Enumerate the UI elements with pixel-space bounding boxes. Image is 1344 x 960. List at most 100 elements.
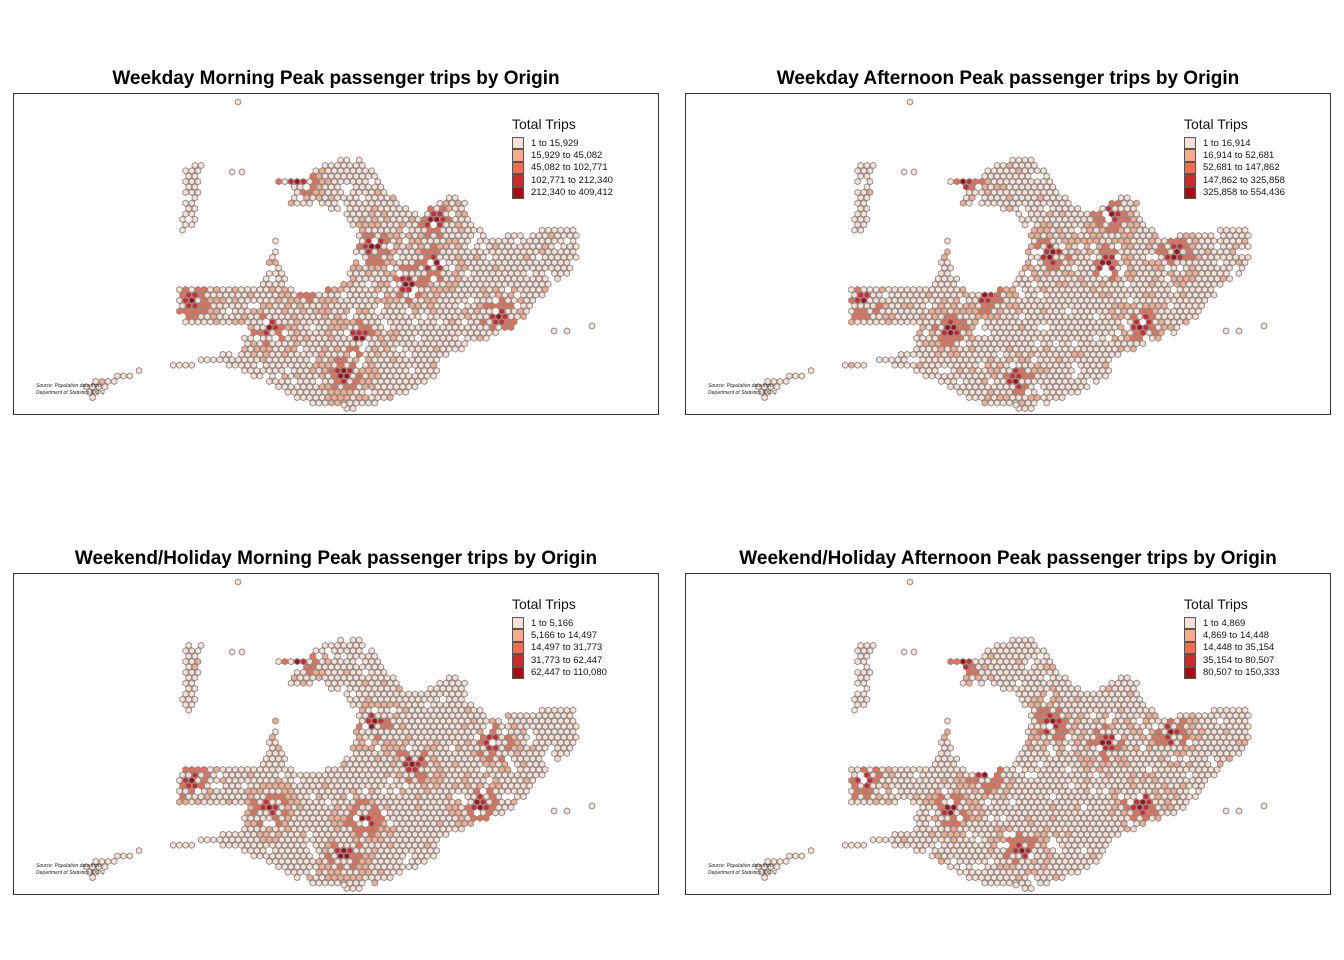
hexagon-cell xyxy=(489,792,496,801)
hexagon-cell xyxy=(1080,695,1088,704)
hexagon-cell xyxy=(377,323,385,332)
hexagon-cell xyxy=(1068,356,1075,364)
hexagon-cell xyxy=(343,863,350,871)
hexagon-cell xyxy=(383,836,391,844)
hexagon-cell xyxy=(340,771,347,779)
hexagon-cell xyxy=(393,339,400,348)
hexagon-cell xyxy=(1086,291,1094,299)
hexagon-cell xyxy=(501,738,509,747)
hexagon-cell xyxy=(247,356,254,364)
hexagon-cell xyxy=(201,765,208,774)
hexagon-cell xyxy=(393,711,400,720)
hexagon-cell xyxy=(566,242,574,251)
hexagon-cell xyxy=(1037,334,1044,342)
hexagon-cell xyxy=(1102,701,1109,709)
hexagon-cell xyxy=(393,372,400,380)
hexagon-cell xyxy=(266,771,273,779)
hexagon-cell xyxy=(337,841,344,849)
hexagon-cell xyxy=(281,307,288,315)
hexagon-cell xyxy=(526,717,533,725)
hexagon-cell xyxy=(377,356,385,364)
hexagon-cell xyxy=(848,285,855,294)
hexagon-cell xyxy=(418,744,425,752)
hexagon-cell xyxy=(1062,345,1069,353)
hexagon-cell xyxy=(374,711,381,720)
hexagon-cell xyxy=(1049,183,1057,191)
hexagon-cell xyxy=(1043,237,1050,245)
hexagon-cell xyxy=(418,285,425,294)
hexagon-cell xyxy=(935,765,942,774)
hexagon-cell xyxy=(436,722,443,731)
hexagon-cell xyxy=(944,291,951,299)
hexagon-cell xyxy=(1108,221,1115,229)
hexagon-cell xyxy=(380,722,388,731)
hexagon-cell xyxy=(253,814,261,822)
hexagon-cell xyxy=(1139,701,1146,709)
hexagon-cell xyxy=(182,787,189,795)
hexagon-cell xyxy=(442,318,450,326)
hexagon-cell xyxy=(511,231,518,240)
hexagon-cell xyxy=(1040,701,1047,709)
hexagon-cell xyxy=(944,345,951,353)
hexagon-cell xyxy=(1068,258,1075,267)
hexagon-cell xyxy=(331,361,338,369)
hexagon-cell xyxy=(266,760,273,768)
hexagon-cell xyxy=(281,798,288,806)
hexagon-cell xyxy=(452,706,459,714)
hexagon-cell xyxy=(278,356,285,364)
hexagon-cell xyxy=(290,803,298,812)
hexagon-cell xyxy=(480,296,487,305)
hexagon-cell xyxy=(176,798,183,806)
hexagon-cell xyxy=(854,765,861,774)
hexagon-cell xyxy=(371,663,378,671)
hexagon-cell xyxy=(414,215,422,224)
hexagon-cell xyxy=(990,679,998,687)
hexagon-cell xyxy=(278,846,285,855)
hexagon-cell xyxy=(1102,744,1109,752)
hexagon-cell xyxy=(269,798,276,806)
hexagon-cell xyxy=(433,728,440,736)
hexagon-cell xyxy=(439,825,447,833)
hexagon-cell xyxy=(445,312,453,321)
hexagon-cell xyxy=(176,307,183,315)
hexagon-cell xyxy=(362,372,369,380)
hexagon-cell xyxy=(374,863,381,871)
hexagon-cell xyxy=(1223,258,1230,267)
hexagon-cell xyxy=(359,771,366,779)
hexagon-cell xyxy=(993,356,1001,364)
hexagon-cell xyxy=(371,323,378,332)
hexagon-cell xyxy=(275,852,282,860)
hexagon-cell xyxy=(476,717,484,725)
hexagon-cell xyxy=(349,404,357,413)
hexagon-cell xyxy=(368,393,375,402)
source-line: Source: Population data from xyxy=(36,863,101,869)
hexagon-cell xyxy=(349,275,357,283)
hexagon-cell xyxy=(436,339,443,348)
hexagon-cell xyxy=(399,275,406,283)
hexagon-cell xyxy=(1068,388,1075,396)
hexagon-cell xyxy=(504,275,512,283)
hexagon-cell xyxy=(259,771,267,779)
hexagon-cell xyxy=(981,399,988,407)
hexagon-cell xyxy=(340,868,347,876)
hexagon-cell xyxy=(966,199,973,207)
hexagon-cell xyxy=(1195,733,1202,741)
hexagon-cell xyxy=(981,663,988,671)
hexagon-cell xyxy=(498,755,505,763)
hexagon-cell xyxy=(1003,307,1010,315)
hexagon-cell xyxy=(321,356,329,364)
hexagon-cell xyxy=(904,307,911,315)
hexagon-cell xyxy=(1028,755,1035,763)
hexagon-cell xyxy=(1046,361,1053,369)
hexagon-cell xyxy=(476,728,484,736)
legend-swatch xyxy=(1184,149,1196,162)
hexagon-cell xyxy=(1046,199,1053,207)
hexagon-cell xyxy=(1217,280,1224,288)
hexagon-cell xyxy=(857,226,864,234)
hexagon-cell xyxy=(885,765,892,774)
hexagon-cell xyxy=(405,264,412,272)
hexagon-cell xyxy=(554,275,561,283)
hexagon-cell xyxy=(588,802,596,810)
hexagon-cell xyxy=(306,361,313,369)
hexagon-cell xyxy=(1055,237,1063,245)
